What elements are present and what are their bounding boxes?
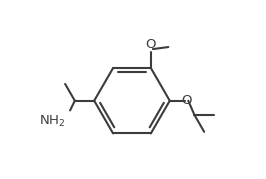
Text: O: O xyxy=(146,38,156,51)
Text: O: O xyxy=(181,94,192,107)
Text: NH$_2$: NH$_2$ xyxy=(39,113,66,129)
